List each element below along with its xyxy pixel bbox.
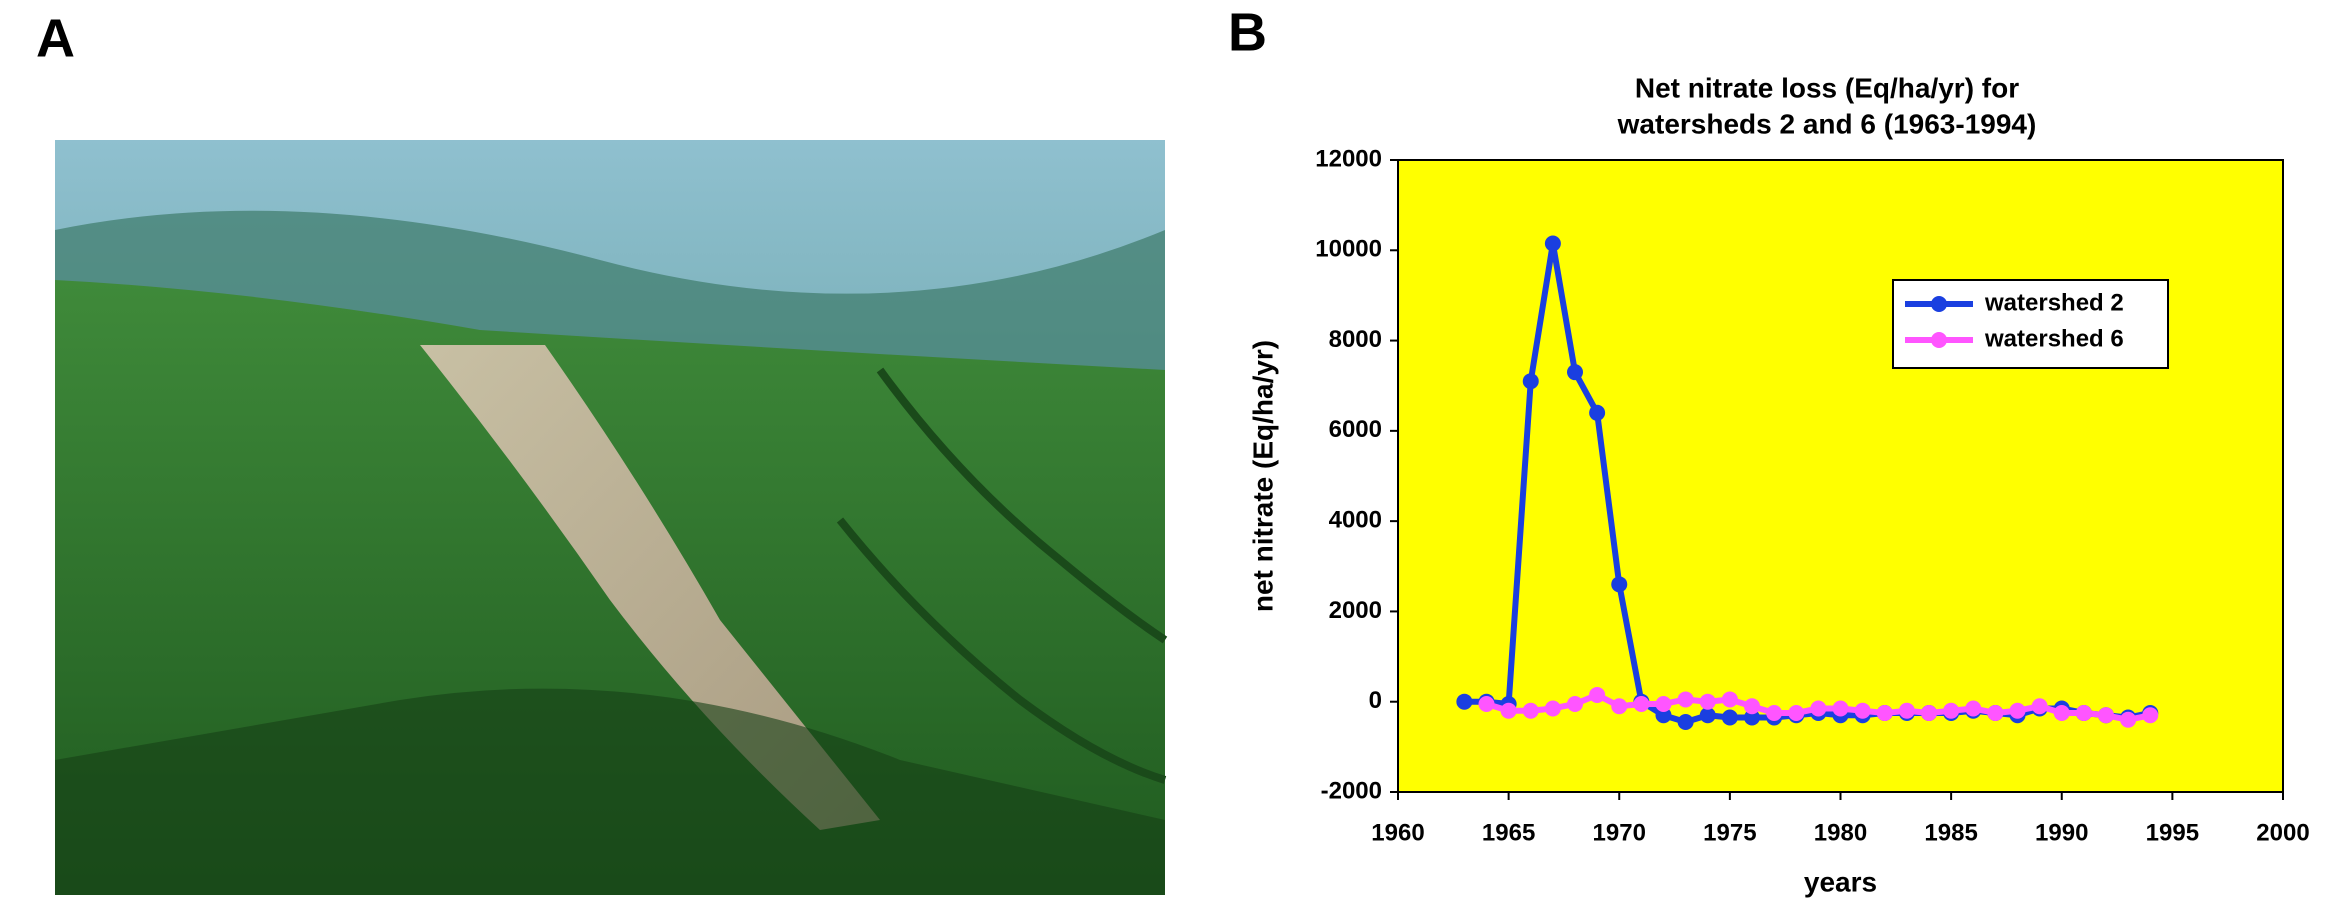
x-tick-label: 2000 <box>2256 819 2309 846</box>
y-tick-label: 10000 <box>1315 236 1382 263</box>
data-point <box>1876 705 1893 721</box>
data-point <box>1611 576 1628 593</box>
data-point <box>1943 702 1960 719</box>
data-point <box>1655 707 1672 724</box>
panel-label: A <box>36 8 75 68</box>
data-point <box>1655 695 1672 712</box>
data-point <box>2075 705 2092 721</box>
data-point <box>2009 702 2026 719</box>
data-point <box>1788 705 1805 721</box>
data-point <box>2031 698 2048 715</box>
data-point <box>2120 711 2137 728</box>
x-tick-label: 1960 <box>1371 819 1424 846</box>
chart-title: watersheds 2 and 6 (1963-1994) <box>1617 108 2037 139</box>
data-point <box>1456 693 1473 710</box>
x-tick-label: 1995 <box>2146 819 2199 846</box>
y-axis-label: net nitrate (Eq/ha/yr) <box>1247 340 1278 612</box>
data-point <box>1544 235 1561 252</box>
legend-marker <box>1931 332 1947 348</box>
y-tick-label: 0 <box>1369 687 1382 714</box>
data-point <box>1567 364 1583 381</box>
y-tick-label: -2000 <box>1321 777 1382 804</box>
x-tick-label: 1985 <box>1924 819 1977 846</box>
data-point <box>1633 695 1650 712</box>
data-point <box>1898 702 1915 719</box>
data-point <box>1500 702 1517 719</box>
data-point <box>2098 707 2114 724</box>
x-tick-label: 1970 <box>1593 819 1646 846</box>
data-point <box>1854 702 1871 719</box>
legend-box <box>1892 279 2169 369</box>
data-point <box>2142 707 2159 724</box>
data-point <box>1611 698 1628 715</box>
photo-ridge <box>876 367 1168 644</box>
y-tick-label: 8000 <box>1329 326 1382 353</box>
data-point <box>1965 700 1982 717</box>
y-tick-label: 6000 <box>1329 416 1382 443</box>
data-point <box>1832 700 1849 717</box>
data-point <box>1478 695 1495 712</box>
x-tick-label: 1980 <box>1814 819 1867 846</box>
y-tick-label: 4000 <box>1329 506 1382 533</box>
data-point <box>1699 707 1716 724</box>
x-tick-label: 1965 <box>1482 819 1535 846</box>
x-axis-label: years <box>1804 866 1877 897</box>
data-point <box>1522 702 1539 719</box>
data-point <box>1589 686 1606 703</box>
data-point <box>2053 705 2070 721</box>
x-tick-label: 1975 <box>1703 819 1756 846</box>
data-point <box>1677 714 1694 731</box>
data-point <box>1744 709 1760 726</box>
y-tick-label: 2000 <box>1329 597 1382 624</box>
chart-title: Net nitrate loss (Eq/ha/yr) for <box>1635 72 2019 103</box>
legend-label: watershed 2 <box>1984 289 2124 316</box>
data-point <box>1921 705 1937 721</box>
data-point <box>1721 691 1738 708</box>
legend-label: watershed 6 <box>1984 325 2124 352</box>
data-point <box>1766 705 1783 721</box>
data-point <box>1744 698 1760 715</box>
data-point <box>1677 691 1694 708</box>
data-point <box>1544 700 1561 717</box>
data-point <box>1522 373 1539 390</box>
x-tick-label: 1990 <box>2035 819 2088 846</box>
photo-ridge <box>836 517 1167 784</box>
data-point <box>1721 709 1738 726</box>
legend-marker <box>1931 296 1947 312</box>
photo-landslide <box>420 345 880 830</box>
data-point <box>1567 695 1583 712</box>
data-point <box>1810 700 1827 717</box>
data-point <box>1589 404 1606 421</box>
plot-area <box>1397 159 2284 793</box>
panel-label: B <box>1228 2 1267 62</box>
y-tick-label: 12000 <box>1315 145 1382 172</box>
data-point <box>1987 705 2004 721</box>
photo-shadow <box>55 688 1165 895</box>
photo <box>55 140 1168 895</box>
data-point <box>1699 693 1716 710</box>
